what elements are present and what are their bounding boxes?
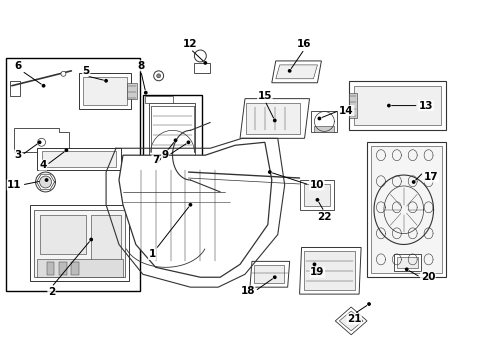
Polygon shape bbox=[240, 99, 310, 138]
Circle shape bbox=[38, 138, 46, 146]
Circle shape bbox=[368, 303, 370, 305]
Polygon shape bbox=[299, 180, 334, 210]
Text: 2: 2 bbox=[48, 287, 55, 297]
Circle shape bbox=[413, 181, 415, 183]
Polygon shape bbox=[272, 61, 321, 83]
Circle shape bbox=[195, 50, 206, 62]
Polygon shape bbox=[303, 184, 330, 206]
Polygon shape bbox=[72, 262, 79, 275]
Text: 11: 11 bbox=[7, 180, 22, 190]
Text: 7: 7 bbox=[152, 155, 159, 165]
Text: 22: 22 bbox=[317, 212, 332, 222]
Polygon shape bbox=[145, 96, 172, 103]
Circle shape bbox=[273, 119, 276, 122]
Text: 9: 9 bbox=[162, 150, 169, 160]
Polygon shape bbox=[254, 265, 284, 283]
Polygon shape bbox=[250, 261, 290, 287]
Polygon shape bbox=[119, 142, 272, 277]
Polygon shape bbox=[83, 77, 127, 105]
Text: 8: 8 bbox=[137, 61, 145, 71]
Text: 6: 6 bbox=[15, 61, 22, 71]
Polygon shape bbox=[349, 81, 446, 130]
Circle shape bbox=[145, 91, 147, 94]
Circle shape bbox=[90, 238, 93, 241]
Text: 3: 3 bbox=[15, 150, 22, 160]
Text: 17: 17 bbox=[424, 172, 438, 182]
Polygon shape bbox=[10, 81, 20, 96]
Circle shape bbox=[36, 172, 55, 192]
Text: 10: 10 bbox=[310, 180, 324, 190]
Circle shape bbox=[406, 268, 408, 270]
Polygon shape bbox=[354, 86, 441, 125]
Polygon shape bbox=[339, 311, 363, 331]
Circle shape bbox=[105, 80, 107, 82]
Polygon shape bbox=[59, 262, 68, 275]
Circle shape bbox=[174, 139, 177, 141]
Circle shape bbox=[388, 104, 390, 107]
Polygon shape bbox=[149, 103, 196, 176]
Circle shape bbox=[42, 85, 45, 87]
Circle shape bbox=[38, 141, 41, 144]
Circle shape bbox=[46, 179, 48, 181]
Text: 21: 21 bbox=[347, 314, 362, 324]
Polygon shape bbox=[14, 129, 70, 152]
Circle shape bbox=[187, 141, 190, 144]
Circle shape bbox=[154, 71, 164, 81]
Polygon shape bbox=[37, 148, 121, 170]
Circle shape bbox=[316, 199, 318, 201]
Polygon shape bbox=[312, 111, 337, 132]
Text: 15: 15 bbox=[258, 91, 272, 100]
Text: 5: 5 bbox=[83, 66, 90, 76]
Text: 4: 4 bbox=[39, 160, 47, 170]
Polygon shape bbox=[367, 142, 446, 277]
Polygon shape bbox=[40, 215, 86, 255]
Text: 14: 14 bbox=[339, 105, 354, 116]
Circle shape bbox=[269, 171, 271, 173]
Circle shape bbox=[61, 71, 66, 76]
Polygon shape bbox=[127, 83, 137, 99]
Circle shape bbox=[313, 263, 316, 266]
Text: 20: 20 bbox=[420, 272, 435, 282]
Polygon shape bbox=[349, 93, 357, 118]
Polygon shape bbox=[91, 215, 121, 269]
Polygon shape bbox=[195, 63, 210, 73]
Polygon shape bbox=[303, 251, 355, 290]
Circle shape bbox=[157, 74, 161, 78]
Polygon shape bbox=[276, 65, 318, 79]
Polygon shape bbox=[315, 126, 334, 132]
Polygon shape bbox=[335, 307, 367, 335]
Circle shape bbox=[65, 149, 68, 152]
Circle shape bbox=[204, 62, 206, 64]
Polygon shape bbox=[371, 146, 442, 273]
Polygon shape bbox=[246, 103, 299, 134]
Polygon shape bbox=[42, 151, 116, 167]
Circle shape bbox=[318, 117, 320, 120]
Circle shape bbox=[273, 276, 276, 278]
Bar bbox=[6, 58, 140, 291]
Polygon shape bbox=[397, 257, 417, 268]
Circle shape bbox=[289, 69, 291, 72]
Text: 13: 13 bbox=[418, 100, 433, 111]
Text: 16: 16 bbox=[297, 39, 312, 49]
Polygon shape bbox=[79, 73, 131, 109]
Text: 1: 1 bbox=[148, 249, 156, 260]
Polygon shape bbox=[394, 255, 420, 271]
Text: 18: 18 bbox=[241, 286, 255, 296]
Text: 12: 12 bbox=[183, 39, 197, 49]
Polygon shape bbox=[34, 210, 125, 277]
Polygon shape bbox=[47, 262, 54, 275]
Polygon shape bbox=[37, 260, 123, 277]
Text: 19: 19 bbox=[310, 267, 324, 277]
Circle shape bbox=[189, 204, 192, 206]
Polygon shape bbox=[30, 205, 129, 281]
Bar bbox=[143, 95, 202, 182]
Polygon shape bbox=[299, 247, 361, 294]
Circle shape bbox=[40, 176, 51, 188]
